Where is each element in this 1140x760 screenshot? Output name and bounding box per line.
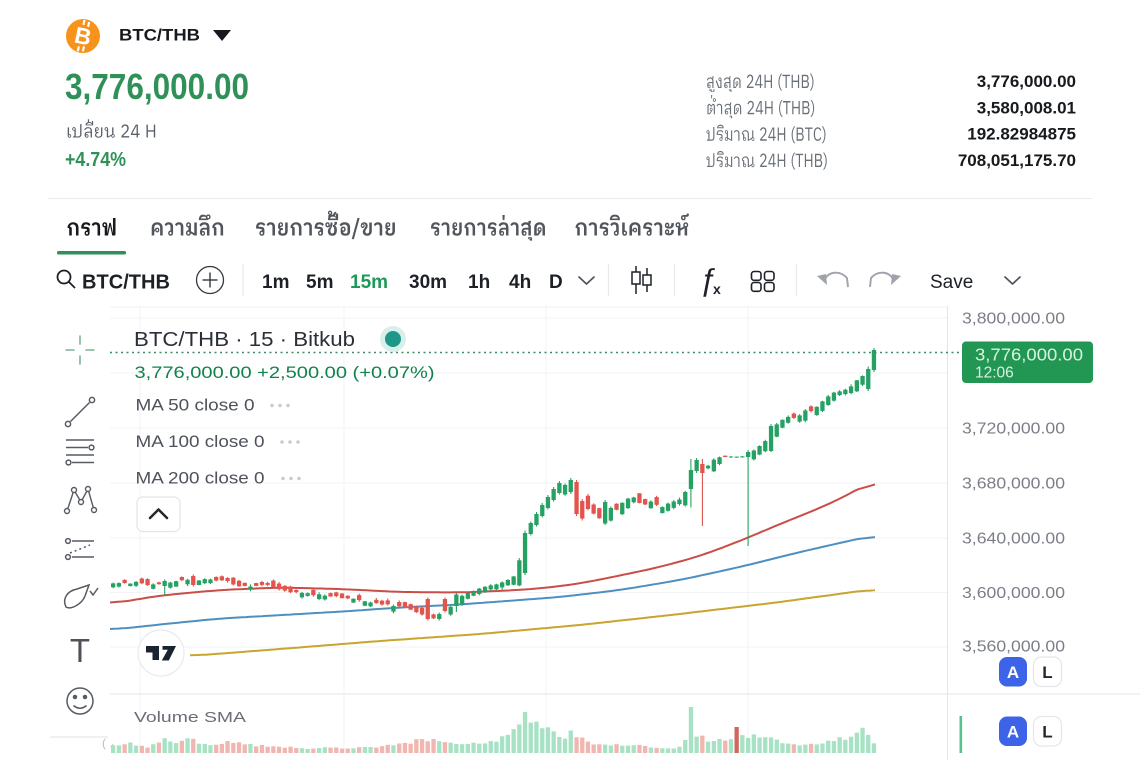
svg-text:708,051,175.70: 708,051,175.70 [958,151,1076,170]
svg-text:L: L [1042,663,1052,682]
svg-text:3,720,000.00: 3,720,000.00 [962,421,1065,438]
svg-text:x: x [713,281,721,297]
svg-text:3,560,000.00: 3,560,000.00 [962,639,1065,656]
svg-text:B: B [72,22,94,51]
svg-text:1h: 1h [468,272,490,293]
svg-text:A: A [1007,663,1019,682]
svg-text:BTC/THB: BTC/THB [119,26,200,45]
svg-text:30m: 30m [409,272,447,293]
svg-text:Volume SMA: Volume SMA [134,709,246,726]
svg-text:MA 50 close 0: MA 50 close 0 [136,397,255,415]
svg-text:+4.74%: +4.74% [65,149,126,171]
svg-text:3,800,000.00: 3,800,000.00 [962,311,1065,328]
svg-text:MA 200 close 0: MA 200 close 0 [136,470,265,488]
svg-text:A: A [1007,723,1019,742]
svg-text:L: L [1042,723,1052,742]
svg-text:1m: 1m [262,272,289,293]
svg-text:BTC/THB: BTC/THB [82,272,170,294]
svg-text:3,776,000.00 +2,500.00 (+0.07%: 3,776,000.00 +2,500.00 (+0.07%) [135,363,435,382]
svg-text:5m: 5m [306,272,333,293]
svg-text:(: ( [102,736,106,750]
svg-text:3,776,000.00: 3,776,000.00 [65,66,249,107]
svg-text:3,640,000.00: 3,640,000.00 [962,531,1065,548]
svg-text:12:06: 12:06 [975,365,1014,382]
svg-text:3,776,000.00: 3,776,000.00 [975,345,1083,365]
svg-text:ƒ: ƒ [699,262,716,297]
svg-text:D: D [549,272,563,293]
svg-text:T: T [70,632,90,669]
svg-text:3,600,000.00: 3,600,000.00 [962,585,1065,602]
svg-text:3,580,008.01: 3,580,008.01 [977,98,1076,117]
svg-text:4h: 4h [509,272,531,293]
svg-text:192.82984875: 192.82984875 [967,125,1076,144]
svg-text:15m: 15m [350,272,388,293]
svg-text:BTC/THB · 15 · Bitkub: BTC/THB · 15 · Bitkub [134,329,355,351]
svg-text:MA 100 close 0: MA 100 close 0 [136,433,265,451]
svg-text:Save: Save [930,272,973,293]
svg-text:3,776,000.00: 3,776,000.00 [977,72,1076,91]
svg-text:3,680,000.00: 3,680,000.00 [962,476,1065,493]
